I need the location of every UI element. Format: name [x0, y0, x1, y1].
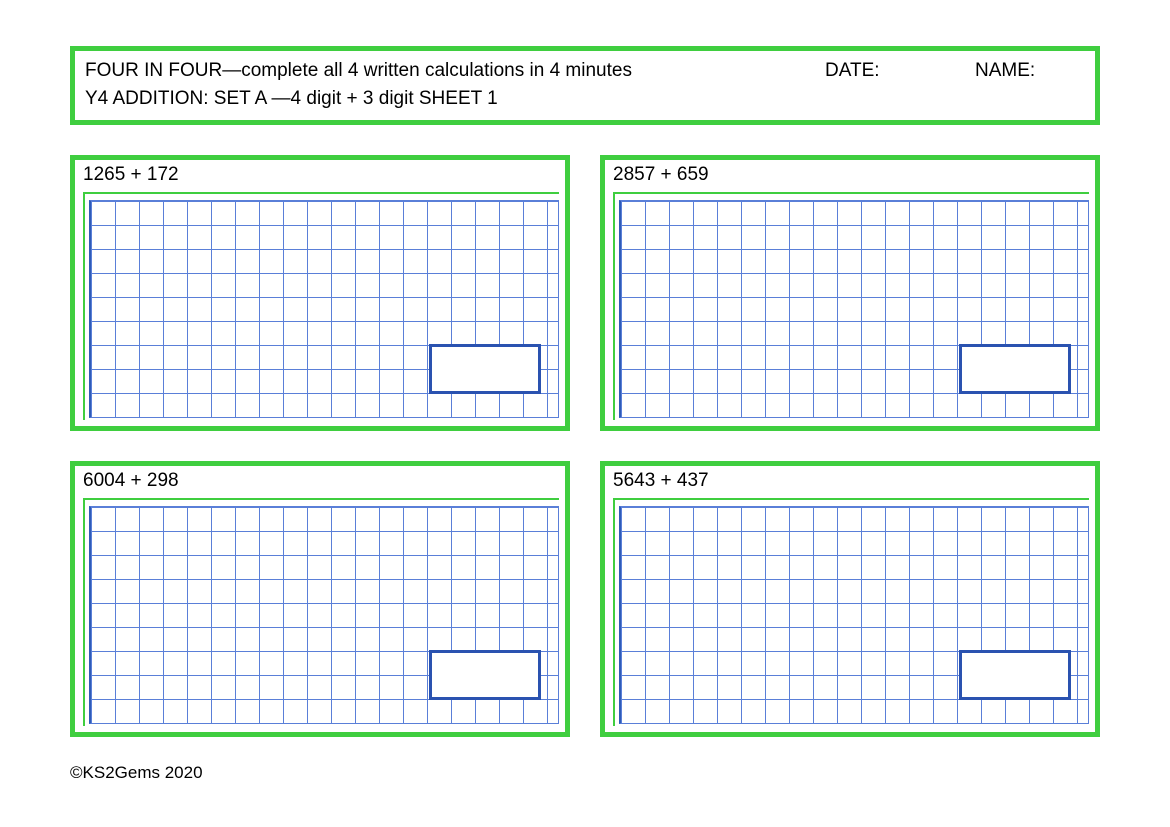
problem-grid: 1265 + 172 2857 + 659 6004 + 298 5643 + … — [70, 155, 1100, 737]
work-area[interactable] — [611, 498, 1089, 718]
answer-box[interactable] — [959, 344, 1071, 394]
header-title: FOUR IN FOUR—complete all 4 written calc… — [85, 57, 825, 85]
problem-box: 6004 + 298 — [70, 461, 570, 737]
problem-label: 2857 + 659 — [613, 164, 1089, 186]
problem-label: 1265 + 172 — [83, 164, 559, 186]
copyright-footer: ©KS2Gems 2020 — [70, 763, 1100, 783]
answer-box[interactable] — [959, 650, 1071, 700]
problem-label: 5643 + 437 — [613, 470, 1089, 492]
problem-box: 1265 + 172 — [70, 155, 570, 431]
problem-box: 2857 + 659 — [600, 155, 1100, 431]
header-subtitle: Y4 ADDITION: SET A —4 digit + 3 digit SH… — [85, 85, 1085, 113]
work-area[interactable] — [81, 192, 559, 412]
answer-box[interactable] — [429, 650, 541, 700]
work-area[interactable] — [611, 192, 1089, 412]
date-label: DATE: — [825, 57, 975, 85]
problem-label: 6004 + 298 — [83, 470, 559, 492]
problem-box: 5643 + 437 — [600, 461, 1100, 737]
answer-box[interactable] — [429, 344, 541, 394]
name-label: NAME: — [975, 57, 1085, 85]
worksheet-header: FOUR IN FOUR—complete all 4 written calc… — [70, 46, 1100, 125]
work-area[interactable] — [81, 498, 559, 718]
